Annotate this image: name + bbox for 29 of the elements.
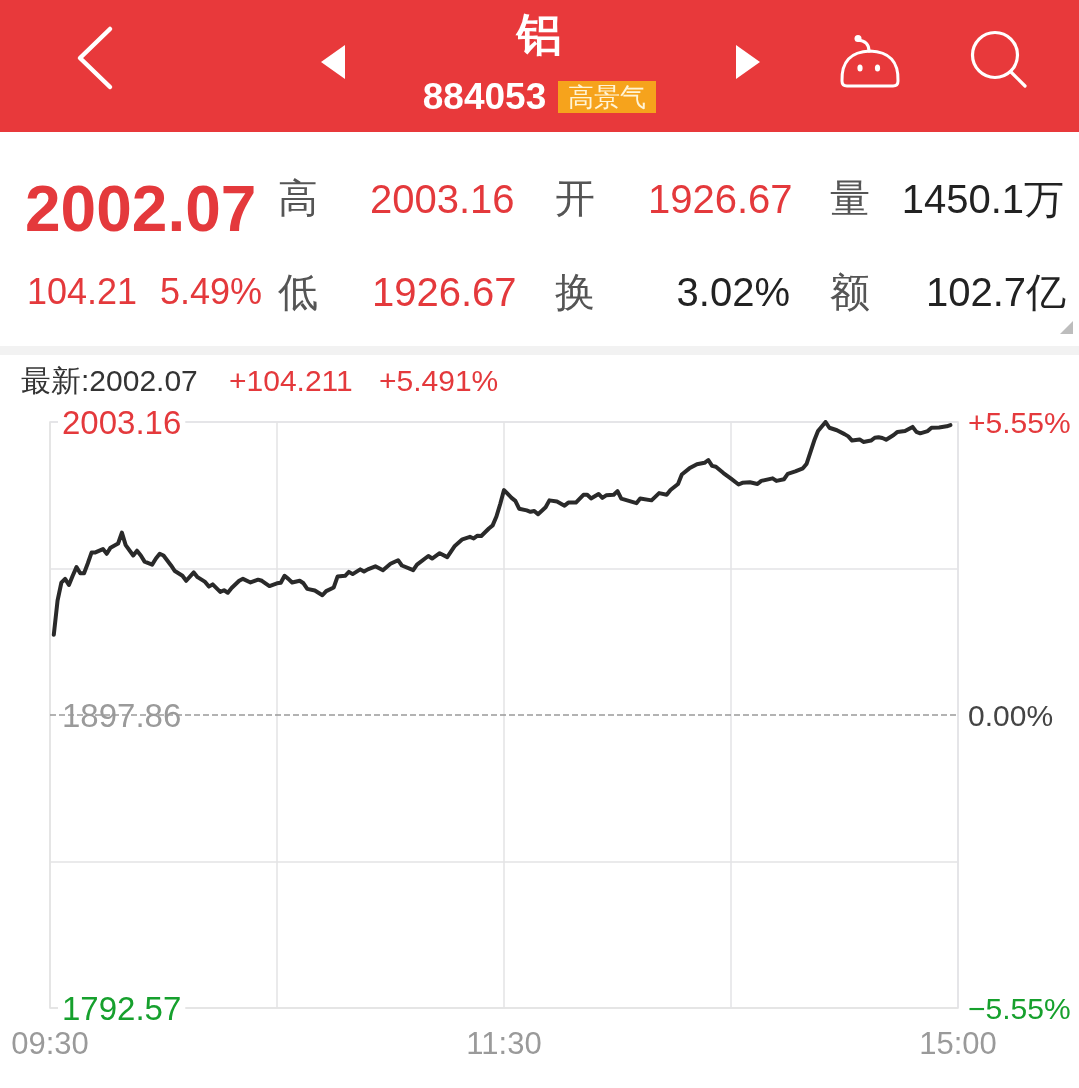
text: 5.49% xyxy=(160,270,263,314)
chart-title: 铝 xyxy=(515,8,563,62)
text: 1926.67 xyxy=(648,176,793,223)
text: 低 xyxy=(278,269,318,316)
text: +104.211 xyxy=(229,363,353,399)
text: 1450.1万 xyxy=(901,176,1064,223)
text: 104.21 xyxy=(27,270,138,314)
text: 高 xyxy=(278,175,318,222)
text: 2003.16 xyxy=(370,176,515,223)
text: 开 xyxy=(555,175,595,222)
x-tick-label: 15:00 xyxy=(919,1026,997,1061)
y2-tick-label: +5.55% xyxy=(968,405,1071,439)
y2-tick-label: −5.55% xyxy=(968,991,1071,1025)
y-tick-label: 1792.57 xyxy=(62,989,182,1027)
text: 高景气 xyxy=(558,81,657,113)
text: 额 xyxy=(830,269,870,316)
y-tick-label: 2003.16 xyxy=(62,403,182,441)
x-tick-label: 11:30 xyxy=(466,1026,542,1061)
text: 量 xyxy=(830,175,870,222)
y2-tick-label: 0.00% xyxy=(968,698,1054,732)
text: 102.7亿 xyxy=(925,269,1066,316)
x-tick-label: 09:30 xyxy=(11,1026,89,1061)
text: 1926.67 xyxy=(372,269,517,316)
chart-subtitle: 884053 xyxy=(422,76,547,117)
text: 换 xyxy=(555,269,595,316)
text: 2002.07 xyxy=(25,171,257,247)
text: 最新:2002.07 xyxy=(21,363,198,399)
text: 3.02% xyxy=(676,269,790,316)
text: +5.491% xyxy=(379,363,499,399)
